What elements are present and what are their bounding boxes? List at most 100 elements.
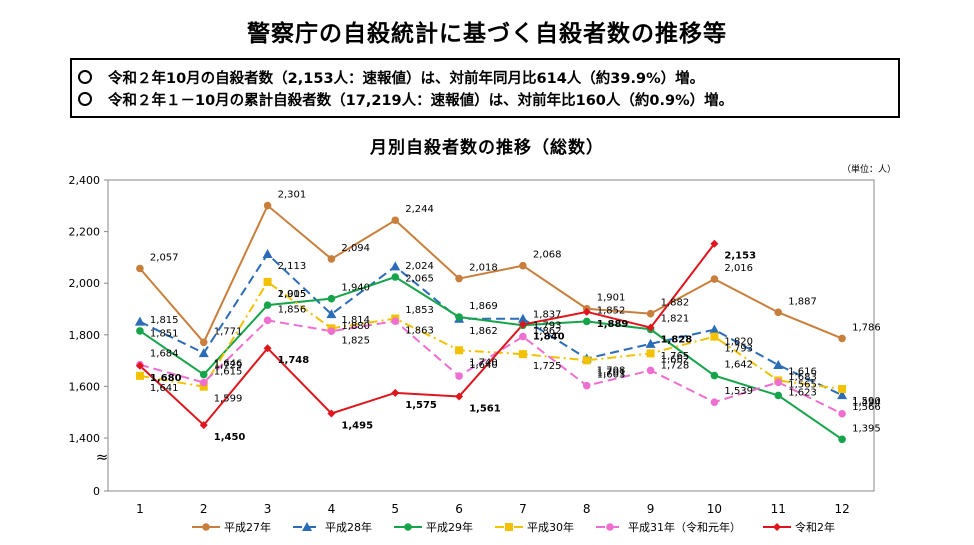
legend-label: 平成27年 bbox=[224, 520, 271, 534]
data-label: 1,646 bbox=[214, 359, 243, 370]
data-label: 1,862 bbox=[469, 326, 498, 337]
plot-frame bbox=[107, 179, 875, 492]
data-label: 1,793 bbox=[724, 344, 753, 355]
data-point bbox=[391, 273, 400, 281]
summary-item: 令和２年10月の自殺者数（2,153人：速報値）は、対前年同月比614人（約39… bbox=[78, 66, 898, 88]
data-point bbox=[645, 338, 656, 348]
data-point bbox=[519, 261, 527, 270]
data-point bbox=[263, 316, 272, 325]
chart-title: 月別自殺者数の推移（総数） bbox=[370, 138, 604, 158]
data-point bbox=[517, 313, 528, 323]
data-label: 1,880 bbox=[341, 321, 370, 332]
data-point bbox=[710, 371, 719, 380]
axis-break-icon: ≈ bbox=[96, 448, 109, 466]
data-point bbox=[455, 274, 463, 283]
data-label: 1,641 bbox=[150, 383, 179, 394]
data-point bbox=[263, 301, 272, 309]
data-point bbox=[519, 332, 527, 341]
data-point bbox=[709, 324, 720, 334]
data-label: 1,684 bbox=[150, 349, 179, 360]
data-point bbox=[390, 261, 401, 271]
data-point bbox=[773, 359, 784, 369]
data-label: 1,825 bbox=[341, 335, 370, 346]
data-point bbox=[518, 350, 527, 359]
x-tick-label: 2 bbox=[200, 502, 208, 516]
data-label: 1,740 bbox=[469, 357, 498, 368]
data-label: 2,016 bbox=[724, 263, 753, 274]
legend-marker bbox=[773, 523, 781, 531]
data-label: 1,765 bbox=[661, 351, 690, 362]
y-tick-label: 2,200 bbox=[69, 226, 101, 239]
data-label: 1,494 bbox=[852, 398, 881, 409]
data-point bbox=[327, 409, 336, 418]
legend-label: 平成28年 bbox=[325, 520, 372, 534]
x-tick-label: 10 bbox=[707, 502, 722, 516]
data-label: 1,853 bbox=[405, 305, 434, 316]
data-point bbox=[136, 327, 144, 335]
data-point bbox=[327, 294, 336, 303]
data-label: 1,851 bbox=[150, 329, 179, 340]
data-label: 1,940 bbox=[341, 283, 370, 294]
data-point bbox=[774, 308, 783, 317]
x-tick-label: 12 bbox=[834, 502, 849, 516]
series-line bbox=[139, 280, 843, 390]
data-point bbox=[391, 317, 400, 325]
data-point bbox=[262, 249, 273, 259]
data-point bbox=[263, 344, 272, 353]
data-point bbox=[582, 356, 591, 365]
y-tick-label: 2,000 bbox=[69, 277, 101, 290]
data-point bbox=[710, 239, 719, 248]
x-tick-label: 11 bbox=[771, 502, 786, 516]
data-point bbox=[838, 409, 846, 418]
y-tick-label: 1,800 bbox=[69, 329, 101, 342]
data-point bbox=[199, 382, 208, 391]
data-label: 1,495 bbox=[341, 420, 373, 431]
data-label: 1,771 bbox=[214, 326, 243, 337]
summary-box: 令和２年10月の自殺者数（2,153人：速報値）は、対前年同月比614人（約39… bbox=[70, 58, 900, 118]
data-label: 1,889 bbox=[597, 319, 629, 330]
data-point bbox=[391, 216, 400, 225]
data-point bbox=[710, 398, 719, 406]
data-label: 2,244 bbox=[405, 204, 434, 215]
data-point bbox=[326, 309, 337, 319]
data-label: 1,623 bbox=[788, 387, 817, 398]
data-point bbox=[774, 378, 783, 387]
legend-label: 平成31年（令和元年） bbox=[628, 520, 741, 534]
data-point bbox=[838, 435, 846, 444]
data-label: 1,683 bbox=[788, 372, 817, 383]
data-label: 1,901 bbox=[597, 293, 626, 304]
data-point bbox=[199, 338, 208, 347]
legend-label: 令和2年 bbox=[795, 520, 835, 534]
data-label: 1,862 bbox=[533, 326, 562, 337]
series-line bbox=[139, 243, 716, 427]
legend-label: 平成30年 bbox=[527, 520, 574, 534]
data-point bbox=[582, 307, 591, 316]
data-label: 1,615 bbox=[214, 367, 243, 378]
data-label: 2,301 bbox=[278, 190, 307, 201]
x-tick-label: 9 bbox=[647, 502, 655, 516]
data-point bbox=[455, 372, 463, 380]
data-label: 1,820 bbox=[724, 337, 753, 348]
data-point bbox=[518, 320, 527, 329]
data-label: 1,603 bbox=[597, 370, 626, 381]
data-label: 1,725 bbox=[533, 361, 562, 372]
x-tick-label: 1 bbox=[136, 502, 144, 516]
data-point bbox=[646, 323, 655, 332]
data-point bbox=[710, 275, 719, 283]
data-point bbox=[263, 277, 272, 286]
data-label: 2,068 bbox=[533, 250, 562, 261]
y-tick-label: 1,400 bbox=[69, 432, 101, 445]
circle-bullet-icon bbox=[78, 70, 92, 84]
x-tick-label: 4 bbox=[328, 502, 336, 516]
data-point bbox=[199, 421, 208, 430]
data-point bbox=[391, 388, 400, 397]
data-label: 1,701 bbox=[597, 367, 626, 378]
legend-label: 平成29年 bbox=[426, 520, 473, 534]
data-label: 2,065 bbox=[405, 273, 434, 284]
legend-marker bbox=[302, 522, 312, 531]
data-label: 1,395 bbox=[852, 423, 881, 434]
summary-text: 令和２年１－10月の累計自殺者数（17,219人：速報値）は、対前年比160人（… bbox=[108, 92, 734, 109]
y-tick-label: 0 bbox=[93, 485, 100, 498]
data-point bbox=[263, 201, 272, 210]
legend-marker bbox=[606, 523, 614, 531]
